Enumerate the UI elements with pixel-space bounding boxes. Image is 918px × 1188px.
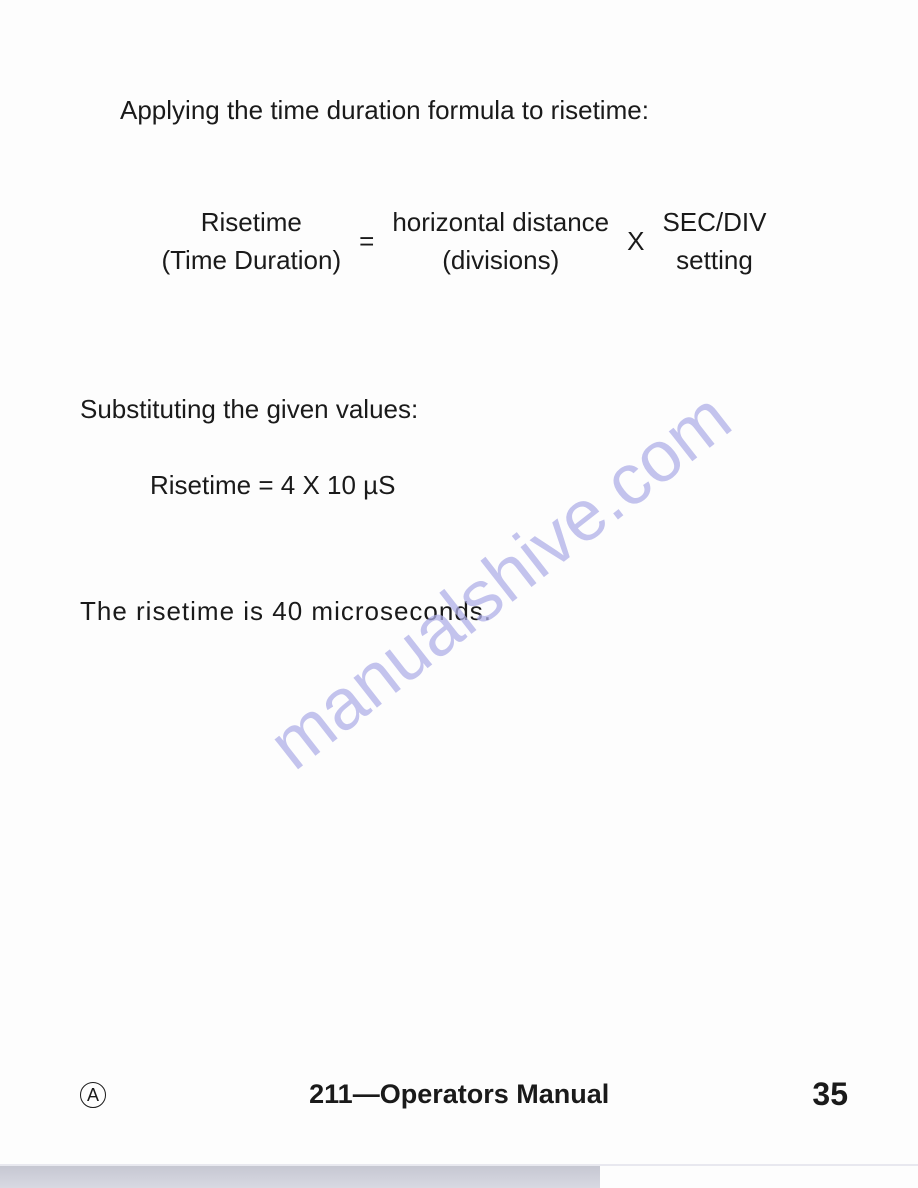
formula-lhs: Risetime (Time Duration) [161,204,341,279]
footer-title: 211—Operators Manual [309,1079,609,1110]
substituting-heading: Substituting the given values: [80,394,848,425]
equals-sign: = [359,226,374,257]
rhs-bottom: setting [676,242,753,280]
lhs-bottom: (Time Duration) [161,242,341,280]
rhs-top: SEC/DIV [662,204,766,242]
scan-edge-shadow [0,1166,600,1188]
result-text: The risetime is 40 microseconds. [80,596,848,627]
mid-top: horizontal distance [392,204,609,242]
intro-text: Applying the time duration formula to ri… [120,95,848,126]
mid-bottom: (divisions) [442,242,559,280]
risetime-formula: Risetime (Time Duration) = horizontal di… [80,204,848,279]
document-page: Applying the time duration formula to ri… [0,0,918,1188]
times-sign: X [627,226,644,257]
page-number: 35 [812,1076,848,1113]
substituted-equation: Risetime = 4 X 10 µS [150,470,848,501]
formula-rhs: SEC/DIV setting [662,204,766,279]
revision-mark-icon: A [80,1082,106,1108]
formula-mid: horizontal distance (divisions) [392,204,609,279]
lhs-top: Risetime [201,204,302,242]
watermark-text: manualshive.com [254,376,746,786]
page-footer: A 211—Operators Manual 35 [80,1076,848,1113]
